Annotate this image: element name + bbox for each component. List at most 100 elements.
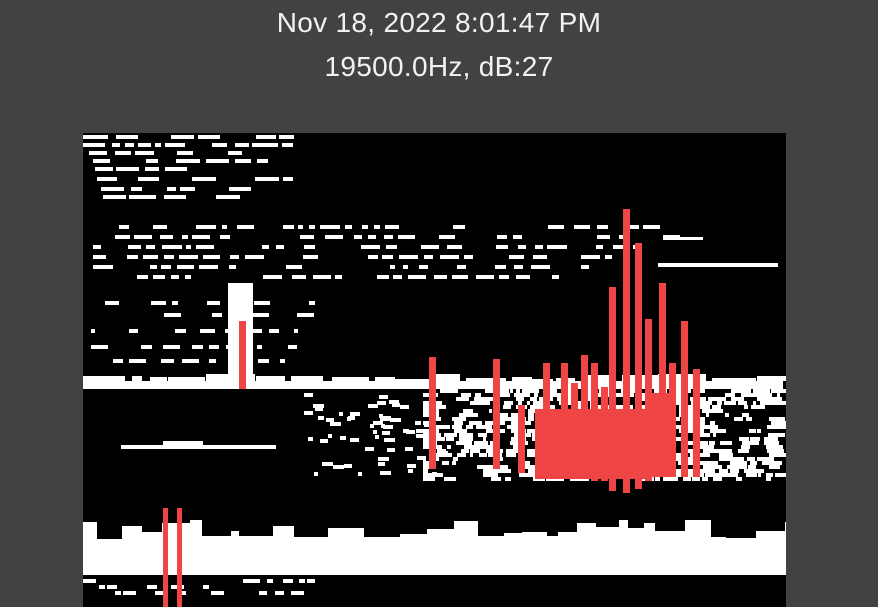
signal-noise [663,477,678,481]
signal-noise [510,389,513,393]
signal-bottom-band [522,532,547,543]
signal-dash [91,329,95,333]
signal-noise [476,425,492,429]
signal-dash [164,195,186,199]
frequency-db-readout: 19500.0Hz, dB:27 [324,51,554,82]
signal-bottom-band [726,538,756,543]
signal-noise [563,389,578,393]
signal-noise [734,417,743,421]
signal-noise [483,437,486,441]
signal-noise [534,393,538,397]
signal-dash [424,255,433,259]
signal-dash [574,225,590,229]
signal-noise [725,393,735,397]
signal-noise [474,441,488,445]
signal-noise [697,429,704,433]
signal-noise [681,449,698,453]
signal-dash [229,265,236,269]
signal-dash [605,255,612,259]
signal-band [757,376,786,381]
signal-noise [687,457,693,461]
signal-noise [431,437,445,441]
signal-dash [135,151,154,155]
signal-noise [702,409,720,413]
signal-noise [710,421,715,425]
signal-speck [211,591,224,595]
signal-dash [230,255,239,259]
signal-speck [382,416,391,420]
signal-dash [254,301,270,305]
signal-dash [155,143,161,147]
signal-speck [344,464,352,468]
signal-noise [491,477,501,481]
spectrogram-view[interactable] [83,133,786,607]
signal-noise [686,405,697,409]
signal-dash [252,143,278,147]
signal-band [168,377,205,381]
signal-dash [663,237,703,240]
signal-noise [456,441,472,445]
signal-speck [123,591,136,595]
signal-noise [477,465,497,469]
signal-bottom-band [558,532,577,543]
signal-dash [533,255,547,259]
highlight-bar [693,369,700,477]
signal-bottom-band [190,520,202,543]
signal-dash [97,177,117,181]
signal-noise [447,445,451,449]
signal-speck [350,412,360,416]
signal-noise [717,401,722,405]
signal-speck [179,591,186,595]
signal-noise [511,413,523,417]
signal-noise [741,393,759,397]
signal-noise [679,409,698,413]
signal-dash [186,245,191,249]
signal-noise [766,477,771,481]
signal-speck [370,424,374,428]
signal-speck [368,404,378,408]
signal-dash [192,177,216,181]
signal-noise [678,461,682,465]
signal-noise [751,405,765,409]
signal-noise [446,437,454,441]
signal-band [712,378,756,381]
timestamp-label: Nov 18, 2022 8:01:47 PM [276,7,602,38]
signal-dash [288,345,297,349]
signal-dash [198,135,220,139]
signal-dash [93,255,106,259]
signal-dash [419,265,428,269]
signal-dash [393,275,402,279]
signal-dash [164,255,174,259]
signal-speck [339,412,343,416]
signal-band [256,376,285,381]
signal-dash [200,329,215,333]
signal-bottom-band [577,523,596,543]
signal-speck [304,411,313,415]
signal-dash [129,329,138,333]
signal-noise [694,453,710,457]
signal-dash [182,235,188,239]
signal-dash [83,143,105,147]
signal-speck [406,430,415,434]
signal-speck [378,462,385,466]
signal-dash [129,195,156,199]
signal-noise [511,437,518,441]
signal-noise [524,441,528,445]
signal-noise [435,417,441,421]
signal-dash [548,225,564,229]
signal-dash [131,187,142,191]
signal-noise [423,465,432,469]
signal-bottom-band [83,543,786,575]
signal-dash [212,313,222,317]
signal-noise [528,417,534,421]
signal-dash [179,255,198,259]
signal-noise [703,465,722,469]
signal-noise [506,449,525,453]
signal-speck [387,448,395,452]
signal-speck [259,591,267,595]
signal-noise [713,477,722,481]
signal-dash [212,143,227,147]
signal-noise [750,437,760,441]
signal-dash [164,313,181,317]
signal-noise [742,413,749,417]
